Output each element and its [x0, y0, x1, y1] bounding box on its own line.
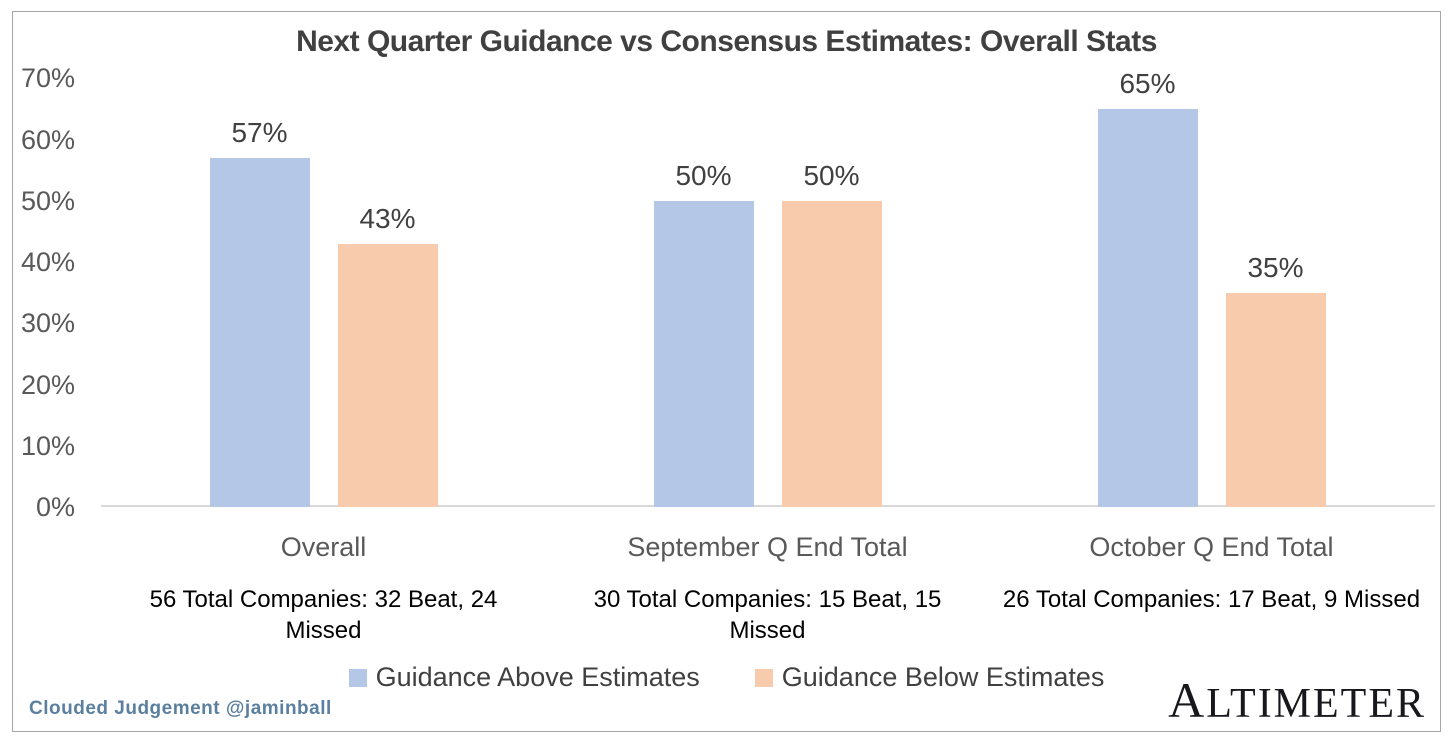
bar-above-0: [209, 158, 310, 507]
y-axis-tick-label: 10%: [20, 430, 75, 461]
y-axis-tick-label: 20%: [20, 369, 75, 400]
y-axis-tick-label: 40%: [20, 247, 75, 278]
bar-above-2: [1097, 109, 1198, 507]
y-axis-tick-label: 0%: [35, 492, 75, 522]
bar-below-0: [337, 244, 438, 507]
category-label: Overall: [280, 532, 367, 562]
legend-label: Guidance Above Estimates: [375, 662, 700, 692]
bar-value-label: 43%: [359, 203, 416, 234]
bar-below-1: [781, 201, 882, 507]
plot-area: 0% 10% 20% 30% 40% 50% 60% 70% 57% 50% 65% 43% 50% 3…: [13, 12, 1440, 731]
altimeter-logo: ALTIMETER: [1168, 672, 1426, 728]
category-note: 30 Total Companies: 15 Beat, 15 Missed: [593, 586, 942, 644]
y-axis-tick-label: 30%: [20, 308, 75, 339]
category-note: 56 Total Companies: 32 Beat, 24 Missed: [149, 586, 498, 644]
bar-value-label: 65%: [1119, 68, 1176, 99]
legend-swatch-icon: [348, 668, 367, 687]
legend-swatch-icon: [754, 668, 773, 687]
bar-above-1: [653, 201, 754, 507]
category-label: September Q End Total: [627, 532, 908, 562]
credit-text: Clouded Judgement @jaminball: [29, 698, 332, 719]
bar-below-2: [1225, 293, 1326, 507]
bar-value-label: 57%: [231, 117, 288, 148]
category-note: 26 Total Companies: 17 Beat, 9 Missed: [1002, 586, 1421, 613]
legend-item: Guidance Above Estimates: [348, 662, 700, 693]
legend: Guidance Above Estimates Guidance Below E…: [13, 662, 1440, 693]
category-label: October Q End Total: [1089, 532, 1334, 562]
x-axis-line: [101, 505, 1435, 507]
bar-value-label: 50%: [675, 160, 732, 191]
chart-frame: Next Quarter Guidance vs Consensus Estim…: [12, 11, 1441, 732]
bar-value-label: 35%: [1247, 252, 1304, 283]
bar-value-label: 50%: [803, 160, 860, 191]
chart-title: Next Quarter Guidance vs Consensus Estim…: [296, 25, 1157, 58]
y-axis-tick-label: 70%: [20, 63, 75, 94]
y-axis-tick-label: 50%: [20, 185, 75, 216]
legend-label: Guidance Below Estimates: [781, 662, 1105, 692]
y-axis-tick-label: 60%: [20, 124, 75, 155]
legend-item: Guidance Below Estimates: [754, 662, 1105, 693]
